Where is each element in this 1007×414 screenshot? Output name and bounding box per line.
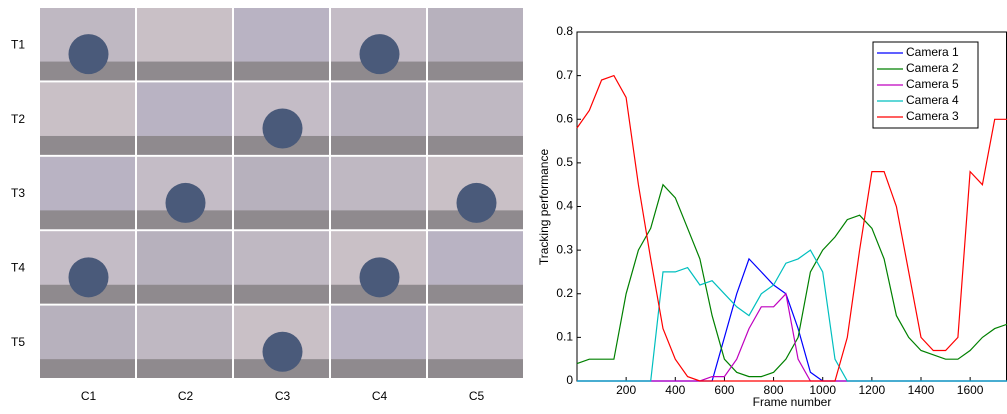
series-line (577, 249, 1007, 382)
legend-label: Camera 4 (906, 93, 959, 107)
x-tick-label: 1200 (859, 383, 886, 397)
photo-desk (137, 61, 232, 81)
photo-desk (234, 61, 329, 81)
column-label: C1 (81, 389, 97, 403)
legend-label: Camera 2 (906, 61, 959, 75)
photo-person (262, 331, 303, 372)
photo-person (359, 34, 400, 75)
row-label: T3 (11, 186, 25, 200)
photo-desk (331, 210, 426, 230)
x-tick-label: 1600 (957, 383, 984, 397)
photo-desk (234, 284, 329, 304)
x-tick-label: 600 (714, 383, 734, 397)
photo-desk (428, 135, 523, 155)
column-label: C4 (372, 389, 388, 403)
series-line (576, 74, 1007, 382)
photo-person (456, 182, 497, 223)
row-label: T5 (11, 335, 25, 349)
legend-label: Camera 1 (906, 45, 959, 59)
row-label: T4 (11, 261, 25, 275)
photo-desk (137, 359, 232, 378)
x-tick-label: 1400 (908, 383, 935, 397)
row-label: T2 (11, 112, 25, 126)
row-label: T1 (11, 37, 25, 51)
legend-label: Camera 3 (906, 109, 959, 123)
column-label: C3 (275, 389, 291, 403)
photo-desk (428, 61, 523, 81)
photo-desk (40, 135, 135, 155)
photo-desk (428, 284, 523, 304)
y-tick-label: 0.7 (556, 68, 573, 82)
x-tick-label: 400 (665, 383, 685, 397)
y-tick-label: 0 (566, 373, 573, 387)
photo-desk (137, 135, 232, 155)
photo-desk (234, 210, 329, 230)
series-line (577, 292, 1007, 382)
y-axis-label: Tracking performance (537, 149, 551, 266)
y-tick-label: 0.1 (556, 330, 573, 344)
y-tick-label: 0.2 (556, 286, 573, 300)
photo-desk (428, 359, 523, 378)
photo-person (68, 257, 109, 298)
photo-desk (331, 135, 426, 155)
y-tick-label: 0.3 (556, 242, 573, 256)
photo-desk (331, 359, 426, 378)
x-tick-label: 200 (616, 383, 636, 397)
y-tick-label: 0.8 (556, 24, 573, 38)
y-tick-label: 0.6 (556, 111, 573, 125)
series-line (577, 257, 1007, 382)
photo-person (68, 34, 109, 75)
legend-label: Camera 5 (906, 77, 959, 91)
y-tick-label: 0.4 (556, 199, 573, 213)
y-tick-label: 0.5 (556, 155, 573, 169)
photo-desk (137, 284, 232, 304)
x-axis-label: Frame number (753, 395, 832, 409)
photo-person (262, 108, 303, 149)
x-tick-label: 800 (764, 383, 784, 397)
photo-person (165, 182, 206, 223)
photo-desk (40, 359, 135, 378)
photo-desk (40, 210, 135, 230)
photo-person (359, 257, 400, 298)
column-label: C2 (178, 389, 194, 403)
series-line (576, 183, 1007, 378)
column-label: C5 (469, 389, 485, 403)
x-tick-label: 1000 (809, 383, 836, 397)
